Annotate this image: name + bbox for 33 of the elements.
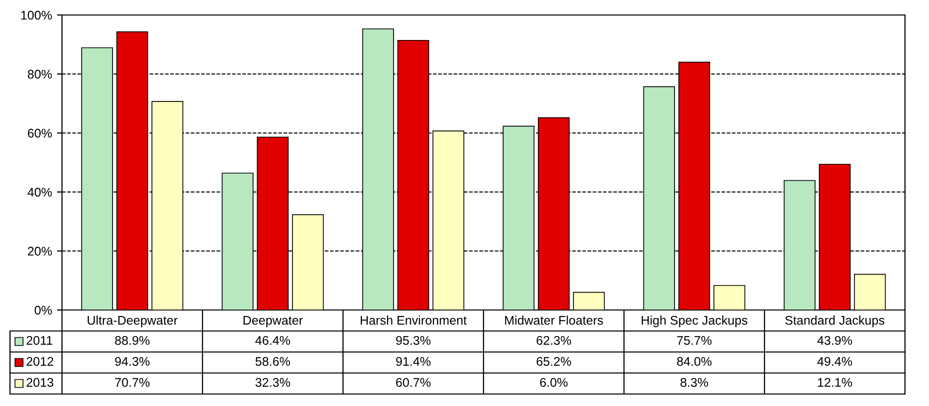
y-tick-label: 40% [28, 188, 52, 197]
text: 62.3% [536, 336, 572, 345]
y-tick-label: 100% [21, 10, 52, 20]
x-tick-label: Ultra-Deepwater [88, 316, 178, 328]
text: 6.0% [540, 378, 568, 387]
legend-label: 2012 [26, 357, 54, 366]
text: 70.7% [115, 378, 150, 387]
y-tick-label: 0% [34, 306, 52, 315]
legend-label: 2013 [26, 378, 54, 387]
text: 49.4% [817, 357, 852, 366]
text: 12.1% [818, 378, 852, 387]
text: 88.9% [115, 336, 150, 345]
text: 8.3% [680, 378, 708, 387]
legend-label: 2011 [26, 336, 52, 345]
text: 91.4% [396, 357, 431, 366]
text: 84.0% [677, 357, 712, 366]
text: 46.4% [255, 336, 290, 345]
x-tick-label: High Spec Jackups [642, 316, 748, 328]
x-tick-label: Deepwater [244, 316, 303, 328]
text: 65.2% [536, 357, 572, 366]
text: 95.3% [396, 336, 431, 345]
x-tick-label: Midwater Floaters [505, 316, 603, 325]
text: 60.7% [396, 378, 431, 387]
y-tick-label: 20% [28, 246, 52, 256]
x-tick-label: Harsh Environment [360, 316, 467, 325]
text: 32.3% [256, 378, 290, 387]
text: 43.9% [817, 336, 852, 345]
x-tick-label: Standard Jackups [785, 316, 884, 328]
text: 94.3% [115, 357, 150, 366]
y-tick-label: 80% [28, 70, 52, 79]
text: 75.7% [677, 336, 712, 345]
text: 58.6% [256, 357, 290, 366]
y-tick-label: 60% [28, 128, 52, 138]
